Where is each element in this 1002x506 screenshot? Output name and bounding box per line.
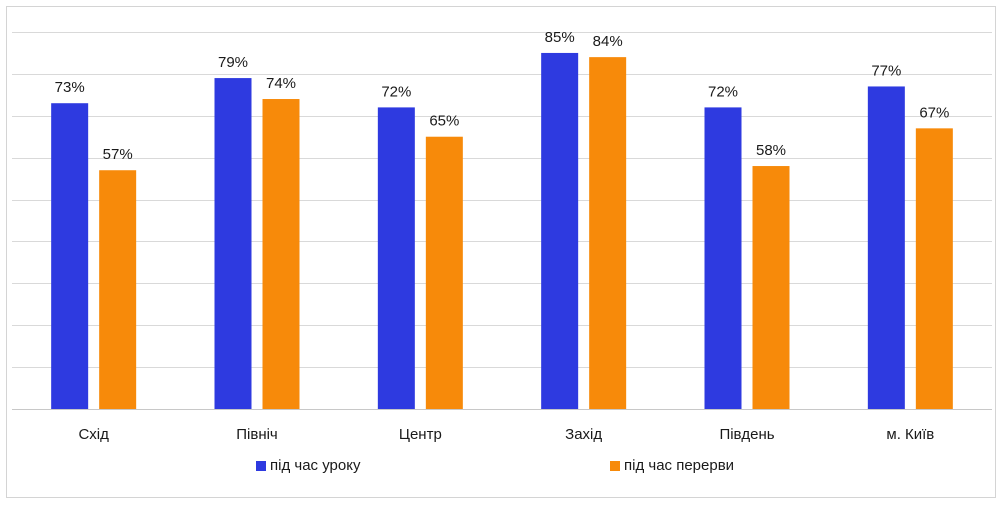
legend: під час уроку під час перерви [256,457,734,474]
data-label: 72% [381,83,411,100]
data-label: 79% [218,54,248,71]
data-label: 85% [545,29,575,46]
bar-lesson [377,107,415,410]
x-axis-tick-labels: Схід Північ Центр Захід Південь м. Київ [78,426,934,443]
bar-chart: 73% 57% 79% 74% 72% 65% 85% 84% 72% 58% 77% 67% Схі… [12,29,992,474]
x-tick-label: Захід [565,426,602,443]
bar-break [752,166,790,409]
bar-lesson [541,52,579,409]
data-label: 65% [429,113,459,130]
data-label: 57% [103,146,133,163]
bar-break [99,170,137,409]
x-tick-label: Південь [719,426,774,443]
bar-break [915,128,953,409]
bar-lesson [51,103,89,409]
data-label: 67% [919,104,949,121]
data-label: 74% [266,75,296,92]
x-tick-label: Схід [78,426,109,443]
x-tick-label: Північ [236,426,278,443]
data-label: 84% [593,33,623,50]
data-label: 72% [708,83,738,100]
bars [51,52,953,410]
bar-lesson [704,107,742,410]
x-tick-label: Центр [399,426,442,443]
bar-break [262,99,300,410]
legend-label: під час перерви [624,457,734,474]
gridlines [12,32,992,410]
bar-break [425,136,463,409]
legend-swatch [256,461,266,471]
legend-swatch [610,461,620,471]
legend-label: під час уроку [270,457,361,474]
bar-lesson [214,78,252,410]
x-tick-label: м. Київ [886,426,934,443]
data-label: 77% [871,62,901,79]
bar-lesson [867,86,905,409]
bar-break [589,57,627,410]
data-labels: 73% 57% 79% 74% 72% 65% 85% 84% 72% 58% 77% 67% [55,29,950,163]
chart-frame: 73% 57% 79% 74% 72% 65% 85% 84% 72% 58% 77% 67% Схі… [6,6,996,498]
data-label: 73% [55,79,85,96]
data-label: 58% [756,142,786,159]
